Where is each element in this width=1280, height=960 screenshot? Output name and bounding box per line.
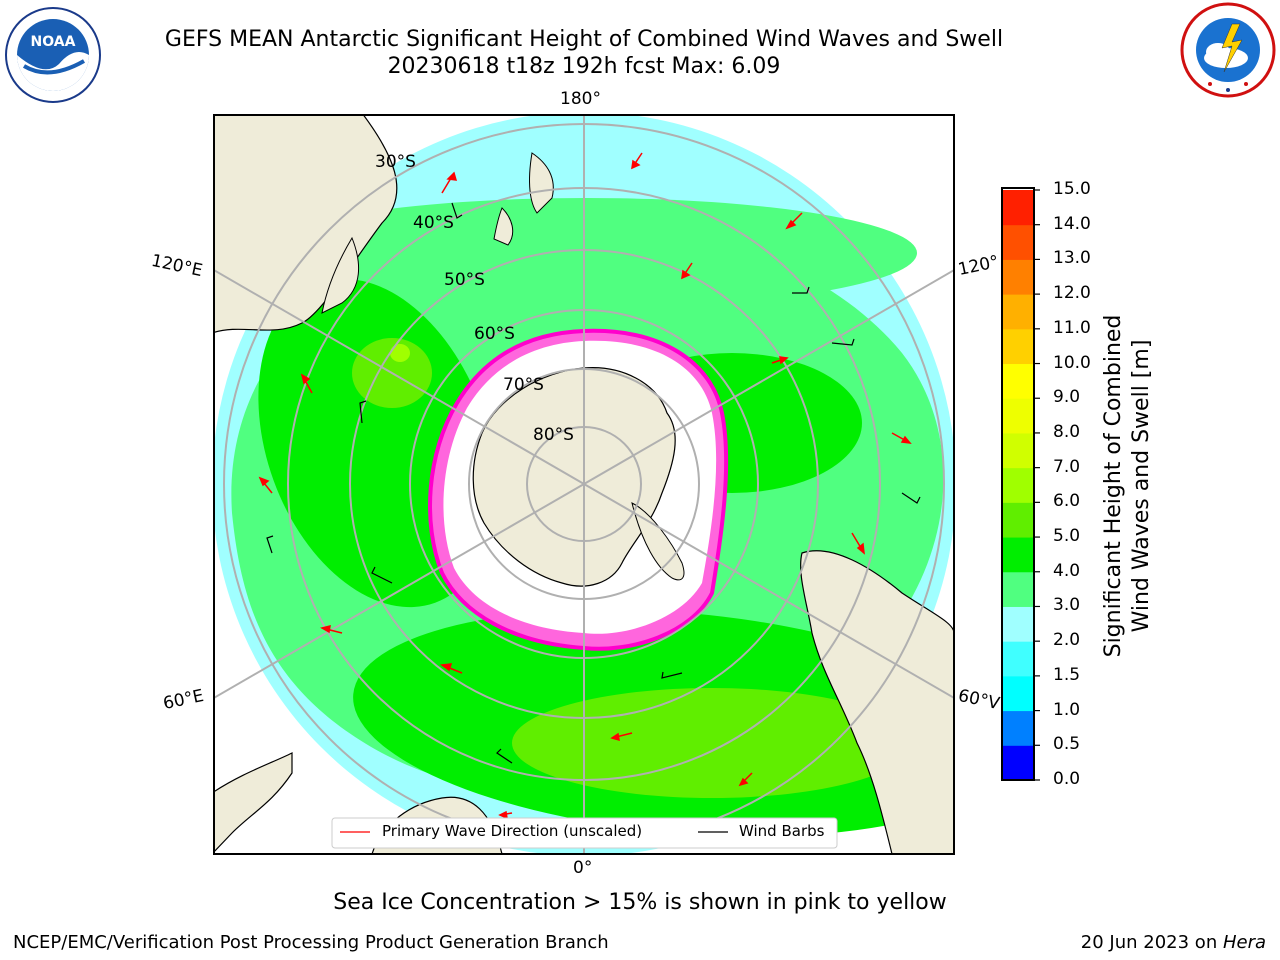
colorbar-tick-label: 2.0 (1053, 630, 1081, 651)
chart-subtitle: 20230618 t18z 192h fcst Max: 6.09 (387, 54, 781, 79)
lat-label-70s: 70°S (503, 375, 544, 395)
polar-map (213, 114, 955, 855)
colorbar-cell (1002, 190, 1034, 226)
footer-date: 20 Jun 2023 on Hera (1080, 932, 1266, 953)
colorbar-tick-label: 1.0 (1053, 699, 1081, 720)
lat-label-50s: 50°S (444, 270, 485, 290)
footer-org: NCEP/EMC/Verification Post Processing Pr… (13, 932, 609, 953)
sea-ice-note: Sea Ice Concentration > 15% is shown in … (333, 890, 947, 915)
colorbar-label: Significant Height of Combined Wind Wave… (1101, 314, 1154, 658)
colorbar-cell (1002, 432, 1034, 469)
colorbar-tick-label: 8.0 (1053, 421, 1081, 442)
colorbar-tick-label: 11.0 (1053, 317, 1091, 338)
colorbar-tick-label: 12.0 (1053, 283, 1091, 304)
colorbar-tick-label: 3.0 (1053, 595, 1081, 616)
colorbar-cell (1002, 328, 1034, 365)
colorbar-cell (1002, 259, 1034, 295)
colorbar-cell (1002, 710, 1034, 746)
lon-label-0: 0° (573, 858, 593, 878)
legend-wind-barbs: Wind Barbs (739, 822, 825, 840)
colorbar-tick-label: 15.0 (1053, 179, 1091, 199)
colorbar-tick-label: 14.0 (1053, 213, 1091, 234)
colorbar-tick-label: 13.0 (1053, 248, 1091, 269)
legend-wave-direction: Primary Wave Direction (unscaled) (382, 822, 643, 840)
lat-label-30s: 30°S (375, 152, 416, 172)
colorbar-tick-label: 7.0 (1053, 456, 1081, 477)
lat-label-80s: 80°S (533, 425, 574, 445)
colorbar-cell (1002, 571, 1034, 607)
lat-label-60s: 60°S (474, 324, 515, 344)
footer-machine: Hera (1222, 932, 1266, 953)
colorbar-tick-label: 9.0 (1053, 387, 1081, 408)
lon-label-60w: 60°V (956, 685, 1002, 715)
colorbar-cell (1002, 675, 1034, 712)
noaa-logo-text: NOAA (31, 34, 76, 50)
colorbar-cell (1002, 363, 1034, 399)
colorbar-cell (1002, 606, 1034, 642)
chart-title: GEFS MEAN Antarctic Significant Height o… (164, 27, 1004, 52)
lon-label-120w: 120° (956, 251, 1001, 281)
lon-label-60e: 60°E (161, 685, 206, 715)
colorbar-cell (1002, 502, 1034, 538)
colorbar-tick-label: 4.0 (1053, 560, 1081, 581)
colorbar-cell (1002, 641, 1034, 677)
colorbar-cell (1002, 467, 1034, 503)
colorbar-cell (1002, 224, 1034, 260)
lat-label-40s: 40°S (413, 213, 454, 233)
map-legend (331, 817, 838, 849)
colorbar-tick-label: 5.0 (1053, 526, 1081, 547)
colorbar-tick-label: 1.5 (1053, 664, 1081, 685)
nws-logo (1180, 2, 1276, 98)
lon-label-180: 180° (560, 89, 601, 109)
colorbar-tick-label: 6.0 (1053, 491, 1081, 512)
noaa-logo: NOAA (5, 7, 101, 103)
colorbar-cell (1002, 745, 1034, 781)
colorbar-tick-label: 10.0 (1053, 352, 1091, 373)
lon-label-120e: 120°E (149, 250, 205, 282)
colorbar-tick-label: 0.5 (1053, 734, 1081, 755)
colorbar-cell (1002, 537, 1034, 573)
colorbar-cell (1002, 294, 1034, 330)
colorbar-cell (1002, 398, 1034, 434)
colorbar-tick-label: 0.0 (1053, 769, 1081, 789)
colorbar (1001, 187, 1040, 781)
